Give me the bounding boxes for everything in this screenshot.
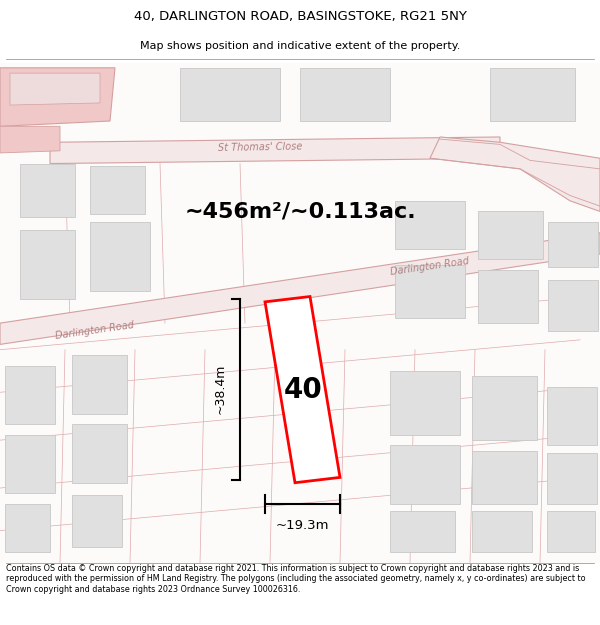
Bar [300, 68, 390, 121]
Text: ~19.3m: ~19.3m [276, 519, 329, 532]
Bar [490, 68, 575, 121]
Bar [90, 166, 145, 214]
Bar [395, 264, 465, 318]
Bar [72, 424, 127, 483]
Bar [20, 164, 75, 217]
Bar [5, 435, 55, 493]
Bar [72, 496, 122, 546]
Bar [548, 279, 598, 331]
Polygon shape [0, 126, 60, 153]
Text: ~456m²/~0.113ac.: ~456m²/~0.113ac. [184, 201, 416, 221]
Polygon shape [0, 68, 115, 126]
Bar [5, 504, 50, 552]
Polygon shape [0, 232, 600, 344]
Text: Darlington Road: Darlington Road [55, 320, 135, 341]
Text: St Thomas' Close: St Thomas' Close [218, 142, 302, 153]
Bar [390, 371, 460, 435]
Polygon shape [430, 137, 600, 211]
Bar [548, 222, 598, 267]
Bar [547, 387, 597, 446]
Text: Contains OS data © Crown copyright and database right 2021. This information is : Contains OS data © Crown copyright and d… [6, 564, 586, 594]
Bar [472, 511, 532, 552]
Bar [472, 376, 537, 440]
Text: ~38.4m: ~38.4m [214, 364, 227, 414]
Bar [547, 453, 597, 504]
Bar [547, 511, 595, 552]
Bar [390, 446, 460, 504]
Polygon shape [10, 73, 100, 105]
Bar [5, 366, 55, 424]
Bar [478, 211, 543, 259]
Bar [90, 222, 150, 291]
Text: 40, DARLINGTON ROAD, BASINGSTOKE, RG21 5NY: 40, DARLINGTON ROAD, BASINGSTOKE, RG21 5… [134, 10, 466, 23]
Polygon shape [50, 137, 500, 164]
Bar [472, 451, 537, 504]
Bar [478, 270, 538, 323]
Polygon shape [265, 296, 340, 482]
Bar [20, 229, 75, 299]
Bar [395, 201, 465, 249]
Text: Darlington Road: Darlington Road [390, 256, 470, 278]
Bar [180, 68, 280, 121]
Text: 40: 40 [284, 376, 322, 404]
Bar [72, 355, 127, 414]
Bar [390, 511, 455, 552]
Text: Map shows position and indicative extent of the property.: Map shows position and indicative extent… [140, 41, 460, 51]
